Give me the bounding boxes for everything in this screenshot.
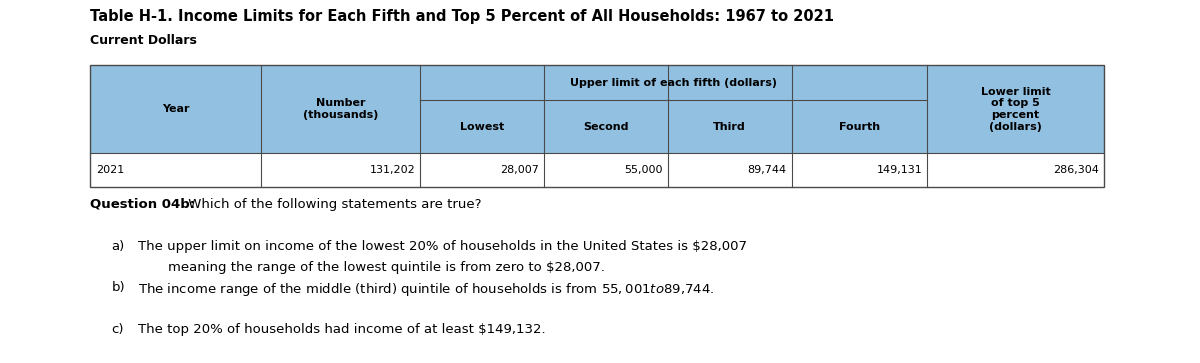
Text: meaning the range of the lowest quintile is from zero to $28,007.: meaning the range of the lowest quintile… <box>168 261 605 274</box>
Text: 131,202: 131,202 <box>370 165 415 175</box>
Text: 149,131: 149,131 <box>876 165 923 175</box>
Text: Third: Third <box>713 122 746 132</box>
Text: The upper limit on income of the lowest 20% of households in the United States i: The upper limit on income of the lowest … <box>138 240 746 253</box>
Text: Fourth: Fourth <box>839 122 880 132</box>
Text: The top 20% of households had income of at least $149,132.: The top 20% of households had income of … <box>138 323 546 336</box>
Text: b): b) <box>112 281 125 294</box>
Text: Current Dollars: Current Dollars <box>90 34 197 48</box>
Text: The income range of the middle (third) quintile of households is from $55,001 to: The income range of the middle (third) q… <box>138 281 714 298</box>
Text: 89,744: 89,744 <box>748 165 787 175</box>
Text: Table H-1. Income Limits for Each Fifth and Top 5 Percent of All Households: 196: Table H-1. Income Limits for Each Fifth … <box>90 9 834 24</box>
Text: Which of the following statements are true?: Which of the following statements are tr… <box>184 198 481 211</box>
Text: Number
(thousands): Number (thousands) <box>302 98 378 120</box>
Text: Second: Second <box>583 122 629 132</box>
Text: Lowest: Lowest <box>460 122 504 132</box>
Text: 28,007: 28,007 <box>500 165 539 175</box>
Text: Year: Year <box>162 104 190 114</box>
Text: 2021: 2021 <box>96 165 125 175</box>
Text: Upper limit of each fifth (dollars): Upper limit of each fifth (dollars) <box>570 78 778 88</box>
Text: Question 04b:: Question 04b: <box>90 198 196 211</box>
Text: a): a) <box>112 240 125 253</box>
Text: 286,304: 286,304 <box>1054 165 1099 175</box>
Text: Lower limit
of top 5
percent
(dollars): Lower limit of top 5 percent (dollars) <box>980 87 1050 131</box>
Text: c): c) <box>112 323 124 336</box>
Text: 55,000: 55,000 <box>624 165 662 175</box>
